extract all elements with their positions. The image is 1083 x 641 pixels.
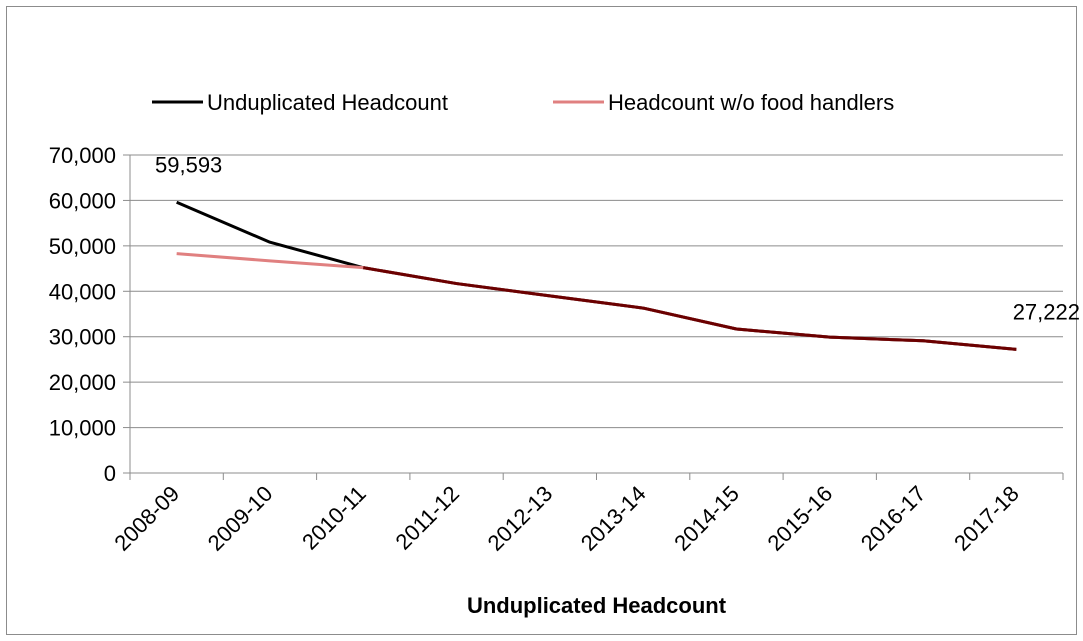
chart-frame (6, 6, 1077, 635)
data-label: 27,222 (1013, 299, 1080, 324)
y-tick-label: 50,000 (49, 234, 116, 259)
y-tick-labels: 0 10,000 20,000 30,000 40,000 50,000 60,000 70,… (49, 143, 116, 486)
x-tick-label: 2008-09 (109, 481, 184, 556)
series-line-unduplicated-headcount (176, 200, 1017, 351)
x-tick-label: 2014-15 (669, 481, 744, 556)
data-labels: 59,593 27,222 (155, 152, 1080, 324)
x-tick-label: 2011-12 (390, 481, 464, 555)
legend-label: Unduplicated Headcount (207, 90, 448, 115)
y-tick-label: 10,000 (49, 416, 116, 441)
y-tick-label: 60,000 (49, 188, 116, 213)
y-tick-label: 0 (104, 461, 116, 486)
x-tick-label: 2009-10 (203, 481, 278, 556)
gridlines (130, 154, 1063, 429)
x-tick-label: 2013-14 (576, 481, 651, 556)
x-tick-label: 2015-16 (763, 481, 838, 556)
y-tick-label: 40,000 (49, 279, 116, 304)
x-tick-label: 2010-11 (297, 481, 371, 555)
series-lines (176, 200, 1017, 351)
y-tick-label: 70,000 (49, 143, 116, 168)
x-tick-label: 2016-17 (856, 481, 931, 556)
x-tick-label: 2017-18 (949, 481, 1024, 556)
x-axis-title: Unduplicated Headcount (467, 593, 727, 618)
axes (123, 154, 1064, 480)
legend: Unduplicated Headcount Headcount w/o food… (152, 90, 894, 115)
x-tick-labels: 2008-09 2009-10 2010-11 2011-12 2012-13 2013-… (109, 481, 1023, 556)
legend-label: Headcount w/o food handlers (608, 90, 894, 115)
series-line-overlap (362, 266, 1017, 351)
data-label: 59,593 (155, 152, 222, 177)
x-tick-label: 2012-13 (483, 481, 558, 556)
y-tick-label: 20,000 (49, 370, 116, 395)
y-tick-label: 30,000 (49, 325, 116, 350)
